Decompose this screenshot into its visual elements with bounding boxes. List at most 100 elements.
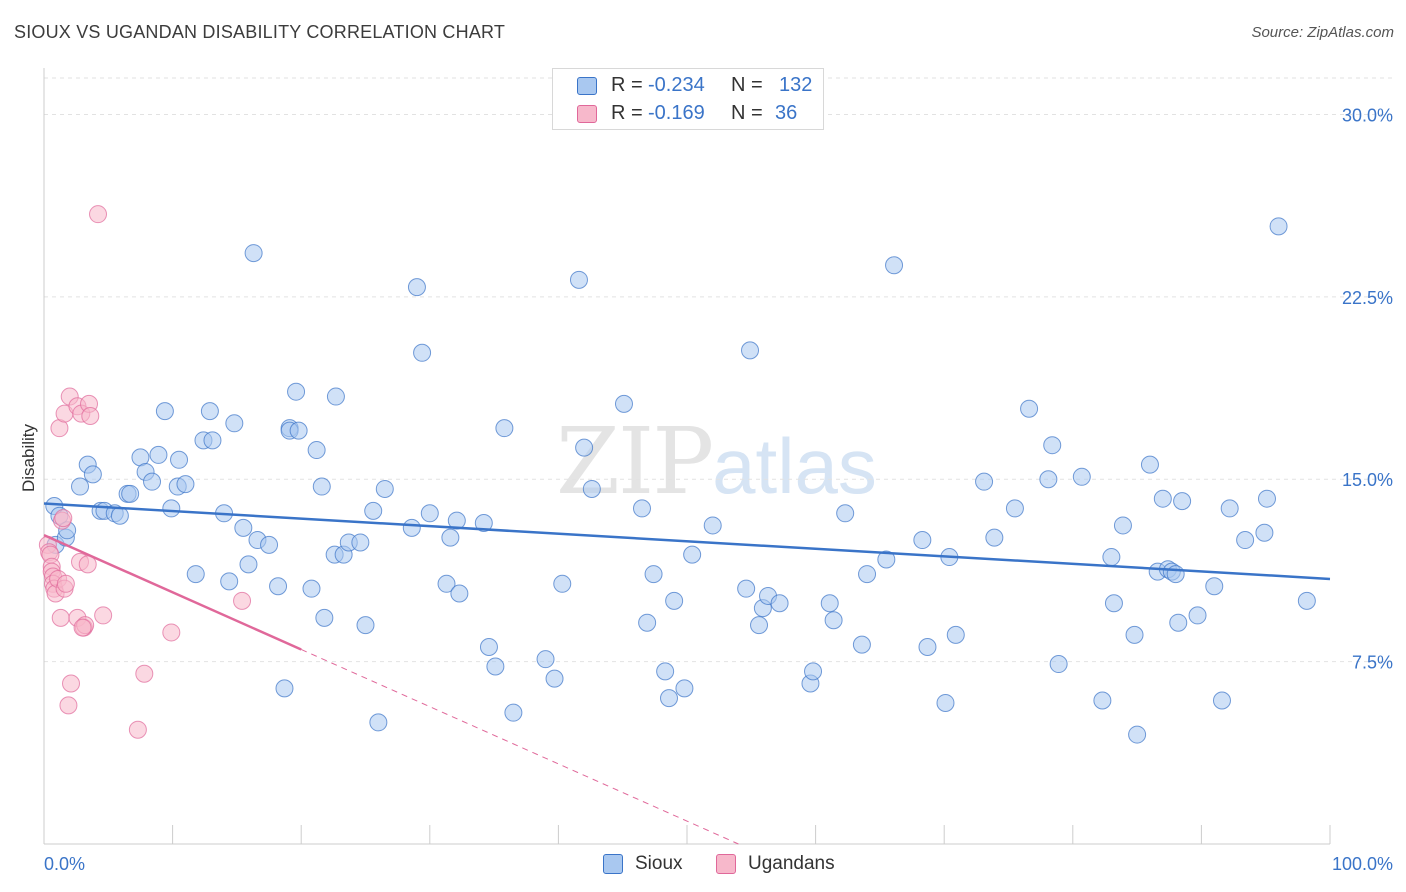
point-sioux <box>770 594 789 613</box>
point-sioux <box>737 579 756 598</box>
point-sioux <box>203 431 222 450</box>
point-sioux <box>644 565 663 584</box>
chart-title: SIOUX VS UGANDAN DISABILITY CORRELATION … <box>14 22 506 42</box>
point-sioux <box>495 419 514 438</box>
point-sioux <box>369 713 388 732</box>
point-sioux <box>638 613 657 632</box>
point-sioux <box>275 679 294 698</box>
y-tick-label: 15.0% <box>1342 470 1393 490</box>
point-sioux <box>1173 492 1192 511</box>
point-sioux <box>659 689 678 708</box>
point-sioux <box>545 669 564 688</box>
point-sioux <box>804 662 823 681</box>
point-sioux <box>450 584 469 603</box>
point-sioux <box>750 616 769 635</box>
legend-row-ugandans: R = -0.169 N = 36 <box>553 101 825 127</box>
point-sioux <box>413 343 432 362</box>
point-sioux <box>307 441 326 460</box>
x-tick-label: 0.0% <box>44 854 85 874</box>
point-sioux <box>1020 399 1039 418</box>
legend-r-value: -0.234 <box>648 74 705 96</box>
point-ugandans <box>56 574 75 593</box>
point-sioux <box>244 244 263 263</box>
point-sioux <box>375 479 394 498</box>
point-sioux <box>946 625 965 644</box>
watermark-zip: ZIP <box>556 408 714 515</box>
point-sioux <box>632 499 651 518</box>
legend-swatch-sioux <box>603 854 623 874</box>
point-sioux <box>1104 594 1123 613</box>
point-sioux <box>83 465 102 484</box>
point-sioux <box>351 533 370 552</box>
y-tick-label: 7.5% <box>1352 653 1393 673</box>
point-sioux <box>121 484 140 503</box>
point-sioux <box>918 638 937 657</box>
point-sioux <box>437 574 456 593</box>
point-sioux <box>287 382 306 401</box>
point-sioux <box>176 475 195 494</box>
point-sioux <box>820 594 839 613</box>
point-sioux <box>1255 523 1274 542</box>
legend-n-label: N = <box>731 102 763 124</box>
source-credit: Source: ZipAtlas.com <box>1251 24 1394 41</box>
point-sioux <box>1049 655 1068 674</box>
point-sioux <box>1039 470 1058 489</box>
point-sioux <box>1205 577 1224 596</box>
point-sioux <box>936 693 955 712</box>
point-sioux <box>200 402 219 421</box>
point-sioux <box>665 591 684 610</box>
legend-stats: R = -0.234 N = 132 R = -0.169 N = 36 <box>552 68 824 130</box>
point-sioux <box>582 479 601 498</box>
point-sioux <box>683 545 702 564</box>
point-sioux <box>1005 499 1024 518</box>
point-ugandans <box>51 608 70 627</box>
point-sioux <box>836 504 855 523</box>
point-sioux <box>504 703 523 722</box>
point-sioux <box>356 616 375 635</box>
point-sioux <box>260 535 279 554</box>
point-ugandans <box>128 720 147 739</box>
point-sioux <box>1188 606 1207 625</box>
point-sioux <box>402 518 421 537</box>
legend-swatch-ugandans <box>716 854 736 874</box>
point-sioux <box>302 579 321 598</box>
point-sioux <box>741 341 760 360</box>
legend-r-value: -0.169 <box>648 102 705 124</box>
point-sioux <box>569 270 588 289</box>
point-sioux <box>239 555 258 574</box>
legend-r-label: R = <box>611 102 643 124</box>
trend-line-ugandans <box>43 534 302 651</box>
point-sioux <box>315 608 334 627</box>
point-ugandans <box>162 623 181 642</box>
point-sioux <box>877 550 896 569</box>
point-sioux <box>447 511 466 530</box>
legend-n-value: 132 <box>779 74 813 96</box>
point-sioux <box>1043 436 1062 455</box>
y-tick-label: 22.5% <box>1342 288 1393 308</box>
point-sioux <box>553 574 572 593</box>
point-ugandans <box>73 618 92 637</box>
point-sioux <box>186 565 205 584</box>
point-sioux <box>420 504 439 523</box>
point-sioux <box>913 531 932 550</box>
point-sioux <box>1166 565 1185 584</box>
point-sioux <box>143 472 162 491</box>
point-sioux <box>1072 467 1091 486</box>
point-sioux <box>985 528 1004 547</box>
point-sioux <box>364 501 383 520</box>
watermark: ZIPatlas <box>556 408 877 515</box>
point-sioux <box>110 506 129 525</box>
point-sioux <box>1153 489 1172 508</box>
point-sioux <box>1140 455 1159 474</box>
point-sioux <box>1257 489 1276 508</box>
point-ugandans <box>54 509 73 528</box>
point-sioux <box>1169 613 1188 632</box>
legend-swatch-ugandans <box>577 105 597 123</box>
point-sioux <box>312 477 331 496</box>
point-sioux <box>1125 625 1144 644</box>
point-sioux <box>220 572 239 591</box>
legend-series: Sioux Ugandans <box>0 852 1406 878</box>
point-sioux <box>289 421 308 440</box>
point-sioux <box>234 518 253 537</box>
